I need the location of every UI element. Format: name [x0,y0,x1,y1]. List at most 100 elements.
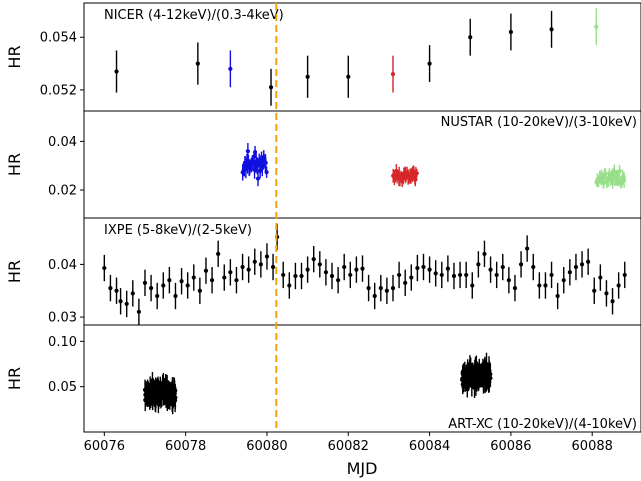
data-point [305,74,310,79]
data-point [348,272,353,278]
data-point [610,181,615,186]
data-point [234,278,239,283]
data-point [573,264,579,270]
data-point [252,149,258,155]
data-point [579,262,585,267]
x-tick-label: 60076 [84,439,125,454]
data-point [464,272,469,278]
y-tick-label: 0.04 [48,258,77,273]
data-point [396,272,402,278]
data-point [114,69,119,74]
data-point [612,169,617,174]
panel-artxc: 0.05 0.10 HR ART-XC (10-20keV)/(4-10keV) [5,324,641,433]
data-point [378,286,383,291]
data-point [336,278,341,283]
data-point [482,251,487,256]
data-point [518,262,524,267]
data-point [209,278,215,283]
data-point [167,278,172,283]
data-point [390,286,396,291]
data-point [622,272,627,278]
data-point [451,273,457,279]
x-axis: 60076 60078 60080 60082 60084 60086 60088 [84,432,613,454]
data-point [114,288,119,293]
data-point [617,168,622,174]
data-point [161,283,166,288]
data-point [222,275,227,280]
data-point [228,270,233,275]
y-axis-label: HR [5,45,24,68]
data-point [203,268,209,273]
data-point [403,280,408,285]
data-point [610,299,615,304]
panel-annotation: ART-XC (10-20keV)/(4-10keV) [448,417,637,432]
data-point [598,275,603,280]
data-point [142,280,148,285]
data-point [390,72,396,77]
data-point [264,254,270,259]
panel-nustar-points [240,142,627,189]
data-point [372,293,377,299]
data-point [102,265,107,271]
data-point [299,273,304,279]
data-point [360,266,365,271]
data-point [586,259,591,264]
y-tick-label: 0.052 [40,83,77,98]
data-point [317,262,322,267]
data-point [470,283,475,288]
data-point [130,291,135,296]
data-point [342,264,347,270]
data-point [594,24,599,29]
panel-nicer: 0.052 0.054 HR NICER (4-12keV)/(0.3-4keV) [5,2,641,112]
data-point [555,293,560,299]
data-point [512,286,518,291]
data-point [287,283,292,288]
data-point [191,275,196,280]
data-point [488,267,493,272]
data-point [457,272,463,278]
data-point [281,272,286,278]
y-tick-label: 0.04 [48,135,77,150]
data-point [604,291,609,296]
data-point [173,395,178,400]
data-point [414,171,419,176]
data-point [476,262,481,267]
panel-annotation: NICER (4-12keV)/(0.3-4keV) [104,8,284,23]
data-point [148,286,154,291]
data-point [185,283,190,288]
panel-ixpe-points [102,223,627,325]
data-point [136,309,141,314]
data-point [293,273,298,279]
data-point [415,265,420,271]
data-point [108,286,113,291]
data-point [531,264,536,270]
data-point [268,85,274,90]
data-point [394,168,399,174]
x-tick-label: 60086 [490,439,531,454]
data-point [384,288,389,293]
data-point [500,264,505,270]
data-point [525,246,530,251]
y-tick-label: 0.03 [48,311,77,326]
data-point [263,160,268,165]
data-point [179,279,184,284]
data-point [346,74,351,79]
data-point [494,272,499,278]
data-point [118,299,123,304]
panel-ixpe: 0.03 0.04 HR IXPE (5-8keV)/(2-5keV) [5,217,641,326]
data-point [255,176,261,181]
data-point [561,278,566,283]
panel-nicer-points [114,8,599,106]
data-point [366,286,371,291]
data-point [305,267,310,272]
panel-annotation: IXPE (5-8keV)/(2-5keV) [104,223,252,238]
data-point [537,283,542,288]
data-point [549,27,554,32]
data-point [329,273,335,279]
data-point [468,35,473,40]
x-tick-label: 60080 [246,439,287,454]
data-point [439,272,444,278]
data-point [506,278,511,283]
